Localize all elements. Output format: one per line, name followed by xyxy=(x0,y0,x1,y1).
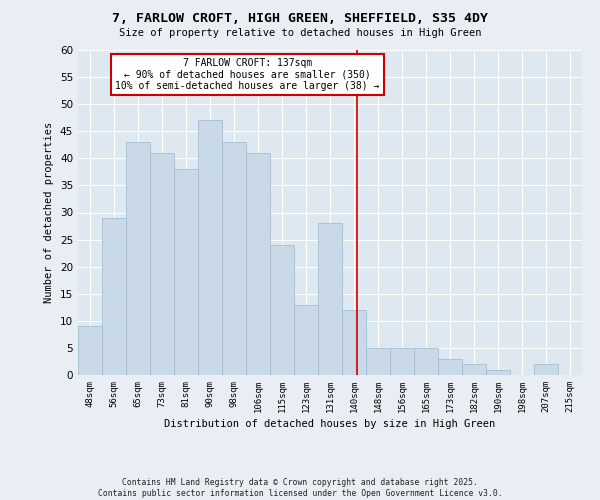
Text: 7 FARLOW CROFT: 137sqm
← 90% of detached houses are smaller (350)
10% of semi-de: 7 FARLOW CROFT: 137sqm ← 90% of detached… xyxy=(115,58,380,92)
Bar xyxy=(198,120,222,375)
Bar xyxy=(342,310,366,375)
Bar xyxy=(414,348,438,375)
Bar xyxy=(78,326,102,375)
Bar xyxy=(294,304,318,375)
Bar xyxy=(150,153,174,375)
Bar xyxy=(270,245,294,375)
Bar xyxy=(438,359,462,375)
Bar xyxy=(102,218,126,375)
Bar xyxy=(366,348,390,375)
Bar xyxy=(246,153,270,375)
Bar xyxy=(462,364,486,375)
Bar xyxy=(486,370,510,375)
Text: Contains HM Land Registry data © Crown copyright and database right 2025.
Contai: Contains HM Land Registry data © Crown c… xyxy=(98,478,502,498)
Text: 7, FARLOW CROFT, HIGH GREEN, SHEFFIELD, S35 4DY: 7, FARLOW CROFT, HIGH GREEN, SHEFFIELD, … xyxy=(112,12,488,26)
X-axis label: Distribution of detached houses by size in High Green: Distribution of detached houses by size … xyxy=(164,419,496,429)
Bar xyxy=(318,224,342,375)
Y-axis label: Number of detached properties: Number of detached properties xyxy=(44,122,55,303)
Bar xyxy=(390,348,414,375)
Text: Size of property relative to detached houses in High Green: Size of property relative to detached ho… xyxy=(119,28,481,38)
Bar xyxy=(174,169,198,375)
Bar xyxy=(534,364,558,375)
Bar xyxy=(222,142,246,375)
Bar xyxy=(126,142,150,375)
